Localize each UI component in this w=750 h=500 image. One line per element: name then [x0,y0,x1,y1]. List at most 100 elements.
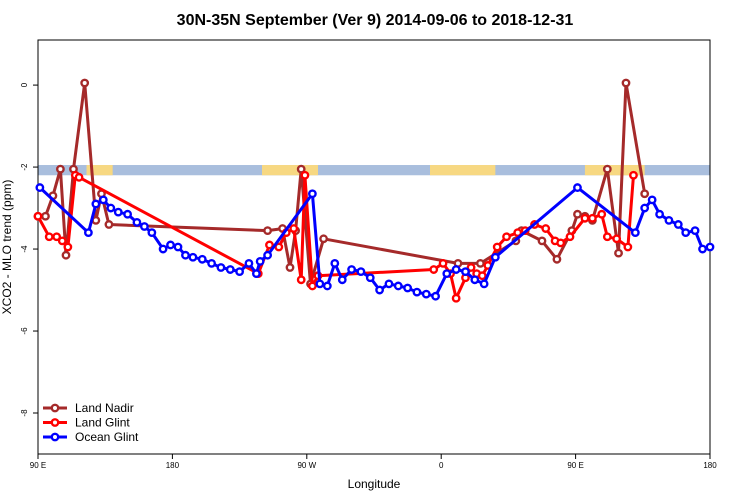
data-point-ocean-glint [197,254,207,264]
data-point-ocean-glint [158,244,168,254]
data-point-ocean-glint [307,189,317,199]
data-point-ocean-glint [166,240,175,250]
x-axis: 90 E 180 90 W 0 90 E 180 [30,454,717,470]
data-point-land-glint [438,258,448,268]
data-point-ocean-glint [173,242,183,252]
x-tick-label: 90 E [567,461,583,470]
data-point-land-nadir [573,209,582,219]
data-point-land-glint [492,242,502,252]
data-point-ocean-glint [384,279,394,289]
data-point-ocean-glint [132,218,142,227]
data-point-land-glint [502,232,511,242]
y-tick-label: 0 [20,82,29,87]
x-tick-label: 0 [439,461,444,470]
data-point-ocean-glint [393,281,403,291]
data-point-land-nadir [56,164,65,174]
x-tick-label: 180 [166,461,180,470]
data-point-land-glint [612,234,622,244]
data-point-ocean-glint [263,250,272,260]
data-point-land-nadir [263,226,272,236]
land-band-segment [430,165,496,176]
legend-swatch-marker [50,432,60,442]
data-point-ocean-glint [673,220,683,229]
data-point-land-glint [597,209,607,219]
data-point-land-glint [52,232,62,242]
land-band-segment [584,165,645,176]
data-point-ocean-glint [647,195,657,205]
data-point-ocean-glint [84,228,93,238]
legend-item-ocean-glint: Ocean Glint [43,430,139,444]
data-point-ocean-glint [375,285,384,295]
data-point-ocean-glint [147,228,157,238]
y-tick-label: -8 [20,409,29,417]
data-point-land-nadir [104,220,114,229]
data-point-land-glint [265,240,274,250]
data-point-ocean-glint [490,252,500,262]
data-point-land-nadir [552,254,562,264]
data-point-land-nadir [614,248,623,258]
data-point-ocean-glint [123,209,133,219]
data-point-land-glint [466,263,476,272]
data-point-ocean-glint [479,279,489,289]
data-point-ocean-glint [106,203,116,213]
data-point-ocean-glint [322,281,332,291]
data-point-ocean-glint [337,275,347,285]
data-point-ocean-glint [403,283,412,293]
data-point-land-nadir [621,78,631,88]
data-point-ocean-glint [690,226,700,236]
data-point-land-nadir [319,234,328,244]
data-point-ocean-glint [365,273,375,283]
data-point-ocean-glint [255,256,265,266]
data-point-land-glint [513,228,523,238]
x-tick-label: 90 W [297,461,316,470]
x-axis-label: Longitude [348,477,401,491]
data-point-land-glint [629,170,638,180]
series-layer [33,78,715,303]
data-point-ocean-glint [188,252,198,262]
data-point-ocean-glint [470,275,480,285]
data-point-ocean-glint [244,258,254,268]
surface-band [38,165,710,176]
data-point-land-glint [477,271,487,281]
land-band-segment [86,165,113,176]
data-point-land-glint [300,170,310,180]
legend-swatch-marker [50,403,60,413]
data-point-land-nadir [61,250,71,260]
data-point-ocean-glint [431,291,440,301]
data-point-land-glint [33,211,43,221]
data-point-land-nadir [537,236,547,246]
data-point-land-glint [623,242,633,252]
data-point-ocean-glint [705,242,715,252]
data-point-land-glint [556,238,566,248]
data-point-ocean-glint [315,279,325,289]
data-point-ocean-glint [225,265,235,274]
legend-item-land-nadir: Land Nadir [43,401,134,415]
data-point-ocean-glint [98,195,108,205]
data-point-land-glint [602,232,612,242]
data-point-ocean-glint [139,222,149,231]
data-point-land-glint [588,213,597,223]
data-point-ocean-glint [664,215,674,225]
data-point-land-glint [541,224,551,233]
data-point-ocean-glint [461,267,470,276]
y-tick-label: -6 [20,327,29,335]
x-tick-label: 90 E [30,461,46,470]
data-point-ocean-glint [251,269,261,279]
series-land-nadir [33,78,650,289]
data-point-land-glint [44,232,54,242]
legend-swatch-marker [50,418,60,427]
legend-label: Land Glint [75,416,130,430]
data-point-ocean-glint [451,265,461,274]
data-point-land-nadir [41,211,50,221]
data-point-ocean-glint [442,269,452,279]
data-point-ocean-glint [356,267,366,276]
data-point-land-glint [429,265,439,274]
data-point-land-nadir [285,263,295,272]
data-point-land-nadir [80,78,90,88]
data-point-land-nadir [296,164,306,174]
data-point-ocean-glint [113,207,123,217]
data-point-land-glint [307,281,317,291]
data-point-land-glint [63,242,73,252]
